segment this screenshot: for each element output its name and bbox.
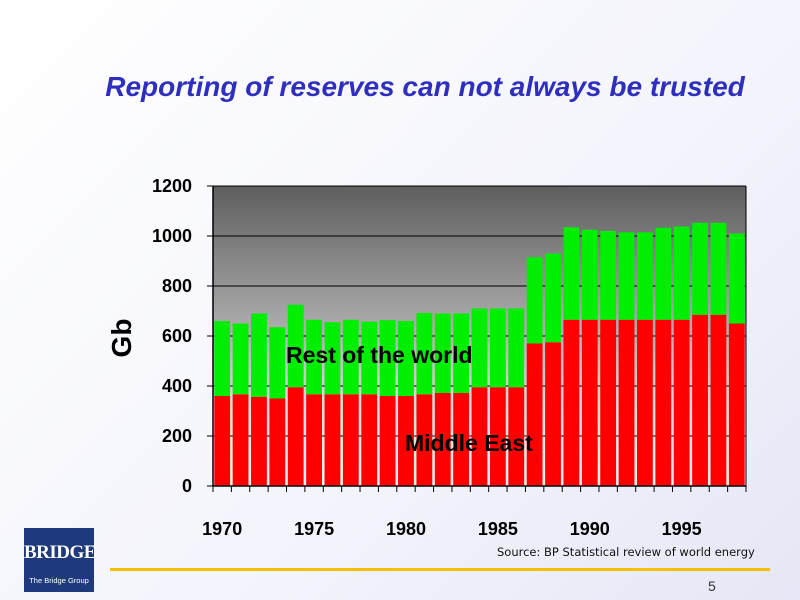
- x-tick-label: 1970: [202, 519, 242, 539]
- x-tick-label: 1985: [478, 519, 518, 539]
- x-tick-label: 1995: [662, 519, 702, 539]
- bar-middle-east: [287, 387, 304, 486]
- bar-middle-east: [581, 319, 598, 486]
- annotation-middle-east: Middle East: [405, 430, 533, 456]
- bar-middle-east: [637, 319, 653, 486]
- y-tick-label: 1200: [152, 176, 192, 196]
- bar-rest-of-world: [471, 308, 488, 388]
- axes: [212, 186, 747, 492]
- bar-middle-east: [379, 396, 396, 486]
- bar-rest-of-world: [453, 313, 470, 393]
- bar-middle-east: [728, 323, 745, 486]
- logo-name: BRIDGE: [24, 542, 96, 563]
- bar-rest-of-world: [618, 232, 635, 320]
- bar-rest-of-world: [581, 229, 598, 320]
- bar-middle-east: [673, 319, 690, 486]
- bar-rest-of-world: [508, 308, 525, 388]
- bar-middle-east: [269, 398, 286, 486]
- bar-rest-of-world: [545, 253, 561, 343]
- logo-subtitle: The Bridge Group: [29, 576, 89, 585]
- y-tick-label: 200: [162, 426, 192, 446]
- bar-middle-east: [655, 319, 672, 486]
- x-tick-label: 1990: [570, 519, 610, 539]
- source-note: Source: BP Statistical review of world e…: [497, 545, 755, 559]
- bar-rest-of-world: [526, 257, 543, 344]
- bar-rest-of-world: [489, 308, 506, 388]
- y-tick-label: 400: [162, 376, 192, 396]
- page-number: 5: [708, 578, 716, 594]
- bar-middle-east: [600, 319, 617, 486]
- bar-rest-of-world: [692, 222, 708, 315]
- x-tick-label: 1975: [294, 519, 334, 539]
- bar-rest-of-world: [306, 319, 322, 395]
- bar-rest-of-world: [342, 319, 359, 395]
- bar-rest-of-world: [287, 304, 304, 388]
- bar-rest-of-world: [728, 233, 745, 324]
- x-tick-labels: 1970 1975 1980 1985 1990 1995: [202, 519, 702, 539]
- bar-rest-of-world: [214, 321, 231, 396]
- bar-rest-of-world: [673, 226, 690, 320]
- bar-middle-east: [489, 387, 506, 486]
- y-tick-label: 1000: [152, 226, 192, 246]
- bar-rest-of-world: [379, 320, 396, 396]
- bar-middle-east: [361, 394, 378, 486]
- footer-rule: [110, 568, 770, 571]
- bar-rest-of-world: [434, 313, 451, 393]
- bar-middle-east: [526, 343, 543, 486]
- bar-middle-east: [434, 393, 451, 486]
- bar-middle-east: [232, 394, 249, 486]
- bar-rest-of-world: [361, 321, 378, 395]
- bar-rest-of-world: [269, 327, 286, 399]
- bar-rest-of-world: [563, 227, 580, 320]
- bar-middle-east: [416, 394, 433, 486]
- slide-title: Reporting of reserves can not always be …: [105, 71, 745, 102]
- bars: [214, 222, 745, 486]
- bar-rest-of-world: [637, 232, 653, 320]
- bar-middle-east: [563, 319, 580, 486]
- bar-middle-east: [545, 342, 561, 486]
- bar-rest-of-world: [710, 222, 727, 315]
- bar-middle-east: [324, 394, 341, 486]
- bar-middle-east: [692, 314, 708, 486]
- y-axis-label: Gb: [106, 319, 137, 358]
- y-tick-label: 600: [162, 326, 192, 346]
- y-tick-labels: 0 200 400 600 800 1000 1200: [152, 176, 192, 496]
- y-tick-label: 800: [162, 276, 192, 296]
- bar-middle-east: [618, 319, 635, 486]
- bar-rest-of-world: [232, 323, 249, 395]
- y-tick-label: 0: [182, 476, 192, 496]
- bridge-logo: BRIDGE The Bridge Group: [24, 528, 96, 592]
- bar-middle-east: [251, 396, 267, 486]
- x-tick-label: 1980: [386, 519, 426, 539]
- bar-middle-east: [214, 396, 231, 486]
- bar-rest-of-world: [416, 313, 433, 395]
- bar-middle-east: [342, 394, 359, 486]
- bar-middle-east: [453, 393, 470, 486]
- bar-middle-east: [508, 387, 525, 486]
- bar-middle-east: [398, 396, 414, 486]
- bar-rest-of-world: [324, 322, 341, 395]
- bar-middle-east: [710, 314, 727, 486]
- bar-rest-of-world: [251, 313, 267, 397]
- bar-rest-of-world: [600, 231, 617, 320]
- bar-rest-of-world: [655, 227, 672, 320]
- bar-middle-east: [306, 394, 322, 486]
- bar-middle-east: [471, 387, 488, 486]
- annotation-rest-of-world: Rest of the world: [286, 342, 473, 368]
- bar-rest-of-world: [398, 321, 414, 396]
